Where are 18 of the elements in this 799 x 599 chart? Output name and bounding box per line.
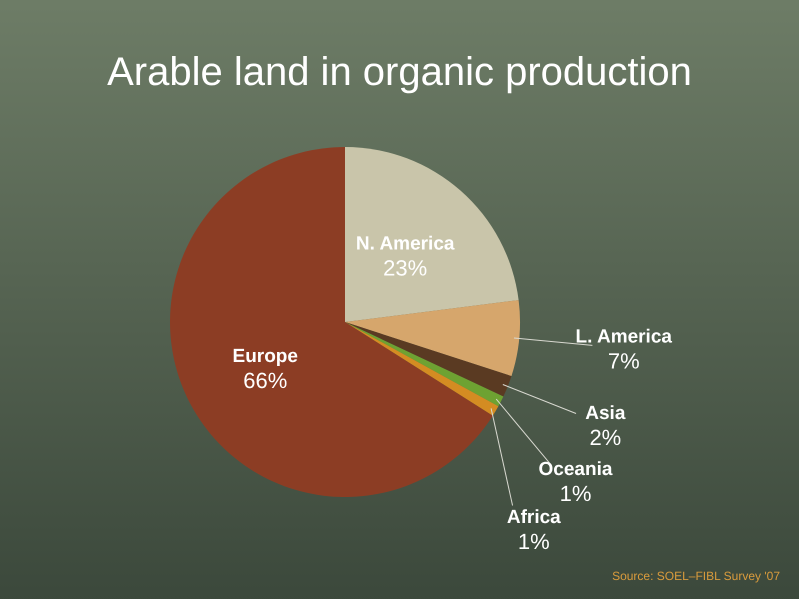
pie-slice bbox=[345, 300, 520, 376]
pie-slice bbox=[170, 147, 493, 497]
data-label: 23% bbox=[383, 256, 428, 281]
data-label: 2% bbox=[589, 425, 622, 450]
source-note: Source: SOEL–FIBL Survey '07 bbox=[612, 569, 780, 583]
data-label: 66% bbox=[243, 368, 288, 393]
pie-slice bbox=[345, 147, 519, 322]
pie-slice bbox=[345, 322, 512, 397]
data-label: 1% bbox=[518, 528, 550, 554]
data-label: 1% bbox=[560, 480, 592, 506]
slice-label: Asia bbox=[585, 403, 626, 424]
slice-label: Europe bbox=[232, 346, 298, 367]
slice-label: N. America bbox=[356, 234, 455, 255]
slice-label: Africa bbox=[506, 506, 562, 528]
data-label: 7% bbox=[608, 348, 640, 374]
slice-label: L. America bbox=[576, 326, 672, 348]
chart-title: Arable land in organic production bbox=[107, 50, 692, 94]
slice-label: Oceania bbox=[538, 458, 613, 480]
